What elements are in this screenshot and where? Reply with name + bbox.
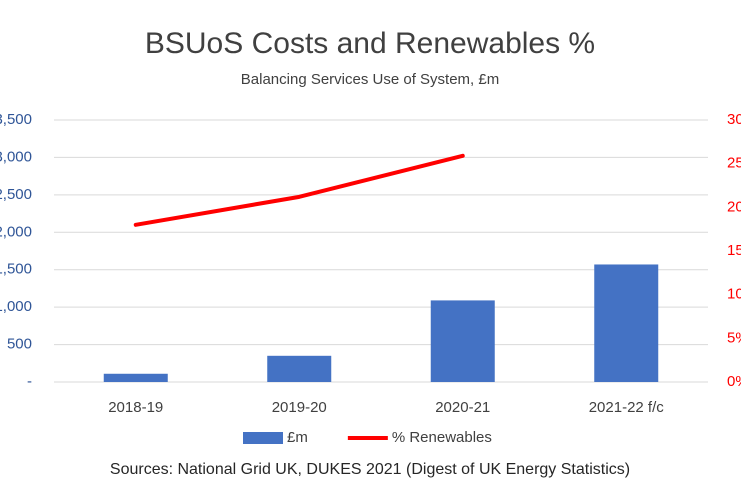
y-tick-label: 1,000 [0,298,32,315]
bar [594,264,659,382]
y2-tick-label: 25% [727,155,741,172]
bar [103,373,168,382]
y-tick-label: 500 [7,336,32,353]
x-tick-label: 2019-20 [272,399,327,416]
line [133,153,465,227]
y-tick-label: 3,500 [0,111,32,128]
x-tick-label: 2020-21 [435,399,490,416]
y-tick-label: 2,000 [0,223,32,240]
y2-tick-label: 5% [727,329,741,346]
bar [267,355,332,382]
y-tick-label: 2,500 [0,186,32,203]
legend-label: £m [287,429,308,446]
y2-tick-label: 30% [727,111,741,128]
legend-label: % Renewables [392,429,492,446]
bar [430,300,495,382]
x-tick-label: 2021-22 f/c [589,399,665,416]
y2-tick-label: 20% [727,198,741,215]
legend-swatch [243,432,283,444]
y-tick-label: - [27,373,32,390]
y2-tick-label: 0% [727,373,741,390]
y2-tick-label: 10% [727,286,741,303]
y-tick-label: 3,000 [0,148,32,165]
y2-tick-label: 15% [727,242,741,259]
x-tick-label: 2018-19 [108,399,163,416]
source-note: Sources: National Grid UK, DUKES 2021 (D… [110,461,630,478]
chart-subtitle: Balancing Services Use of System, £m [241,71,499,88]
y-tick-label: 1,500 [0,261,32,278]
chart-title: BSUoS Costs and Renewables % [145,27,595,60]
